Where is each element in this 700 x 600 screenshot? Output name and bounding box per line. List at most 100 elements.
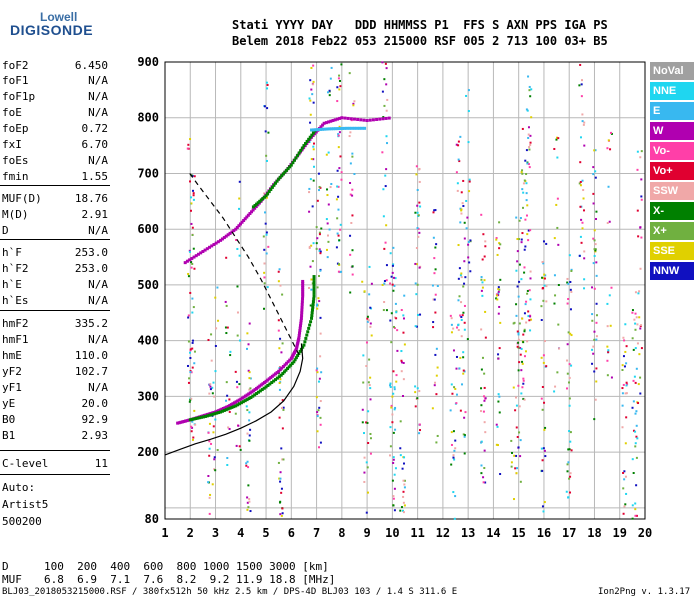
echo-dot bbox=[186, 364, 189, 367]
echo-dot bbox=[391, 395, 394, 398]
x-tick-label: 11 bbox=[410, 526, 424, 540]
echo-dot bbox=[483, 386, 486, 389]
echo-dot bbox=[524, 245, 527, 248]
echo-dot bbox=[544, 455, 547, 458]
echo-dot bbox=[522, 333, 525, 336]
echo-dot bbox=[480, 289, 483, 292]
trace-point bbox=[235, 225, 239, 229]
trace-point bbox=[299, 321, 303, 325]
param-row: MUF(D) 18.76 bbox=[2, 191, 108, 206]
trace-point bbox=[283, 170, 287, 174]
echo-dot bbox=[527, 229, 530, 232]
echo-dot bbox=[340, 171, 343, 174]
trace-point bbox=[288, 358, 292, 362]
echo-dot bbox=[391, 264, 394, 267]
echo-dot bbox=[453, 449, 456, 452]
echo-dot bbox=[393, 316, 396, 319]
echo-dot bbox=[529, 95, 532, 98]
echo-dot bbox=[226, 326, 229, 329]
echo-dot bbox=[520, 369, 523, 372]
echo-dot bbox=[542, 240, 545, 243]
echo-dot bbox=[392, 325, 395, 328]
echo-dot bbox=[568, 477, 571, 480]
echo-dot bbox=[634, 514, 637, 517]
param-name: yE bbox=[2, 397, 16, 410]
trace-point bbox=[249, 396, 253, 400]
x-tick-label: 10 bbox=[385, 526, 399, 540]
echo-dot bbox=[318, 380, 321, 383]
param-row: h`F2 253.0 bbox=[2, 261, 108, 276]
echo-dot bbox=[336, 86, 339, 89]
trace-point bbox=[239, 401, 243, 405]
echo-dot bbox=[394, 302, 397, 305]
echo-dot bbox=[248, 371, 251, 374]
echo-dot bbox=[366, 317, 369, 320]
echo-dot bbox=[277, 461, 280, 464]
echo-dot bbox=[636, 437, 639, 440]
echo-dot bbox=[516, 250, 519, 253]
echo-dot bbox=[235, 380, 238, 383]
echo-dot bbox=[568, 254, 571, 257]
trace-point bbox=[205, 247, 209, 251]
echo-dot bbox=[529, 229, 532, 232]
trace-point bbox=[232, 401, 236, 405]
legend-item: SSE bbox=[650, 242, 694, 260]
echo-dot bbox=[279, 513, 282, 516]
echo-dot bbox=[452, 327, 455, 330]
trace-point bbox=[196, 252, 200, 256]
echo-dot bbox=[463, 221, 466, 224]
echo-dot bbox=[367, 319, 370, 322]
echo-dot bbox=[248, 498, 251, 501]
trace-point bbox=[368, 118, 372, 122]
echo-dot bbox=[582, 123, 585, 126]
echo-dot bbox=[607, 139, 610, 142]
trace-point bbox=[242, 218, 246, 222]
echo-dot bbox=[450, 317, 453, 320]
echo-dot bbox=[522, 182, 525, 185]
echo-dot bbox=[209, 383, 212, 386]
echo-dot bbox=[528, 289, 531, 292]
echo-dot bbox=[519, 439, 522, 442]
echo-dot bbox=[456, 182, 459, 185]
series-line bbox=[164, 343, 304, 456]
echo-dot bbox=[191, 262, 194, 265]
echo-dot bbox=[403, 504, 406, 507]
echo-dot bbox=[316, 430, 319, 433]
echo-dot bbox=[238, 207, 241, 210]
echo-dot bbox=[455, 393, 458, 396]
trace-point bbox=[297, 333, 301, 337]
echo-dot bbox=[591, 286, 594, 289]
echo-dot bbox=[581, 179, 584, 182]
echo-dot bbox=[403, 343, 406, 346]
muf-label: MUF bbox=[2, 573, 22, 586]
echo-dot bbox=[595, 218, 598, 221]
echo-dot bbox=[315, 396, 318, 399]
echo-dot bbox=[385, 67, 388, 70]
echo-dot bbox=[555, 203, 558, 206]
echo-dot bbox=[462, 372, 465, 375]
echo-dot bbox=[248, 434, 251, 437]
echo-dot bbox=[263, 105, 266, 108]
echo-dot bbox=[190, 430, 193, 433]
trace-point bbox=[318, 127, 322, 131]
x-tick-label: 17 bbox=[562, 526, 576, 540]
param-value: 253.0 bbox=[74, 246, 108, 259]
trace-point bbox=[223, 406, 227, 410]
separator-line bbox=[0, 474, 110, 475]
echo-dot bbox=[622, 383, 625, 386]
echo-dot bbox=[525, 108, 528, 111]
echo-dot bbox=[393, 408, 396, 411]
echo-dot bbox=[320, 227, 323, 230]
echo-dot bbox=[516, 345, 519, 348]
echo-dot bbox=[247, 369, 250, 372]
echo-dot bbox=[525, 300, 528, 303]
trace-point bbox=[279, 373, 283, 377]
echo-dot bbox=[383, 280, 386, 283]
echo-dot bbox=[513, 454, 516, 457]
param-name: M(D) bbox=[2, 208, 29, 221]
echo-dot bbox=[496, 425, 499, 428]
muf-values: 6.8 6.9 7.1 7.6 8.2 9.2 11.9 18.8 [MHz] bbox=[44, 573, 336, 586]
echo-dot bbox=[480, 328, 483, 331]
echo-dot bbox=[239, 448, 242, 451]
echo-dot bbox=[282, 408, 285, 411]
